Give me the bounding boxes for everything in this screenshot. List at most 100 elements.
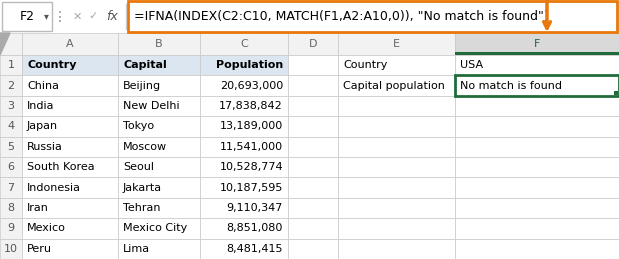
Bar <box>118 55 200 75</box>
Text: USA: USA <box>460 60 483 70</box>
Bar <box>118 198 200 218</box>
Text: Jakarta: Jakarta <box>123 183 162 193</box>
Bar <box>0 218 22 239</box>
Text: Indonesia: Indonesia <box>27 183 81 193</box>
Text: Tokyo: Tokyo <box>123 121 154 131</box>
Bar <box>455 96 619 116</box>
Bar <box>338 33 455 55</box>
Bar <box>22 239 118 259</box>
Bar <box>0 157 22 177</box>
Text: Mexico City: Mexico City <box>123 224 188 233</box>
Bar <box>288 157 338 177</box>
Bar <box>0 75 22 96</box>
Bar <box>338 136 455 157</box>
Text: 3: 3 <box>7 101 14 111</box>
Text: Seoul: Seoul <box>123 162 154 172</box>
Bar <box>200 239 288 259</box>
Bar <box>118 218 200 239</box>
Bar <box>118 33 200 55</box>
Text: Mexico: Mexico <box>27 224 66 233</box>
Text: 10,528,774: 10,528,774 <box>219 162 283 172</box>
Bar <box>0 116 22 136</box>
Bar <box>338 75 455 96</box>
Text: C: C <box>240 39 248 49</box>
Text: 8,851,080: 8,851,080 <box>227 224 283 233</box>
Bar <box>288 55 338 75</box>
Bar <box>200 136 288 157</box>
Bar <box>338 218 455 239</box>
Bar <box>455 198 619 218</box>
Bar <box>22 55 118 75</box>
Text: 20,693,000: 20,693,000 <box>220 81 283 91</box>
Bar <box>0 136 22 157</box>
Bar <box>22 96 118 116</box>
Bar <box>288 75 338 96</box>
Bar <box>22 116 118 136</box>
Bar <box>118 75 200 96</box>
Bar <box>118 177 200 198</box>
Bar <box>455 177 619 198</box>
Text: 10: 10 <box>4 244 18 254</box>
Bar <box>455 75 619 96</box>
Text: ▾: ▾ <box>43 11 48 21</box>
Bar <box>288 33 338 55</box>
Text: Beijing: Beijing <box>123 81 161 91</box>
Bar <box>0 33 22 55</box>
Bar <box>288 177 338 198</box>
Text: fx: fx <box>106 10 118 23</box>
Bar <box>22 157 118 177</box>
Bar <box>338 177 455 198</box>
Text: India: India <box>27 101 54 111</box>
Text: B: B <box>155 39 163 49</box>
Text: South Korea: South Korea <box>27 162 95 172</box>
Bar <box>118 136 200 157</box>
Bar <box>288 239 338 259</box>
Text: Population: Population <box>216 60 283 70</box>
Bar <box>455 52 619 55</box>
Text: 13,189,000: 13,189,000 <box>220 121 283 131</box>
Text: China: China <box>27 81 59 91</box>
Bar <box>338 198 455 218</box>
Bar <box>118 239 200 259</box>
Bar <box>455 75 619 96</box>
Bar <box>118 96 200 116</box>
Text: 8: 8 <box>7 203 15 213</box>
Bar <box>0 177 22 198</box>
Bar <box>338 96 455 116</box>
Text: E: E <box>393 39 400 49</box>
Bar <box>200 96 288 116</box>
Bar <box>338 116 455 136</box>
Text: 9,110,347: 9,110,347 <box>227 203 283 213</box>
Bar <box>338 239 455 259</box>
Text: Japan: Japan <box>27 121 58 131</box>
Bar <box>22 198 118 218</box>
Bar <box>338 55 455 75</box>
Bar <box>200 157 288 177</box>
Text: 10,187,595: 10,187,595 <box>220 183 283 193</box>
Text: F2: F2 <box>20 10 35 23</box>
Text: No match is found: No match is found <box>460 81 562 91</box>
Text: Country: Country <box>27 60 77 70</box>
Text: 2: 2 <box>7 81 15 91</box>
Text: ✕: ✕ <box>72 11 82 21</box>
Text: 6: 6 <box>7 162 14 172</box>
Bar <box>200 33 288 55</box>
Bar <box>2 2 52 31</box>
Bar <box>0 198 22 218</box>
Text: New Delhi: New Delhi <box>123 101 180 111</box>
Bar <box>118 157 200 177</box>
Text: ⋮: ⋮ <box>53 10 67 24</box>
Text: Moscow: Moscow <box>123 142 167 152</box>
Bar <box>200 198 288 218</box>
Text: Capital: Capital <box>123 60 167 70</box>
Text: A: A <box>66 39 74 49</box>
Bar <box>0 55 22 75</box>
Text: Capital population: Capital population <box>343 81 445 91</box>
Bar <box>22 218 118 239</box>
Bar <box>455 136 619 157</box>
Text: ✓: ✓ <box>89 11 98 21</box>
Bar <box>0 96 22 116</box>
Bar <box>22 33 118 55</box>
Bar <box>22 75 118 96</box>
Bar <box>288 198 338 218</box>
